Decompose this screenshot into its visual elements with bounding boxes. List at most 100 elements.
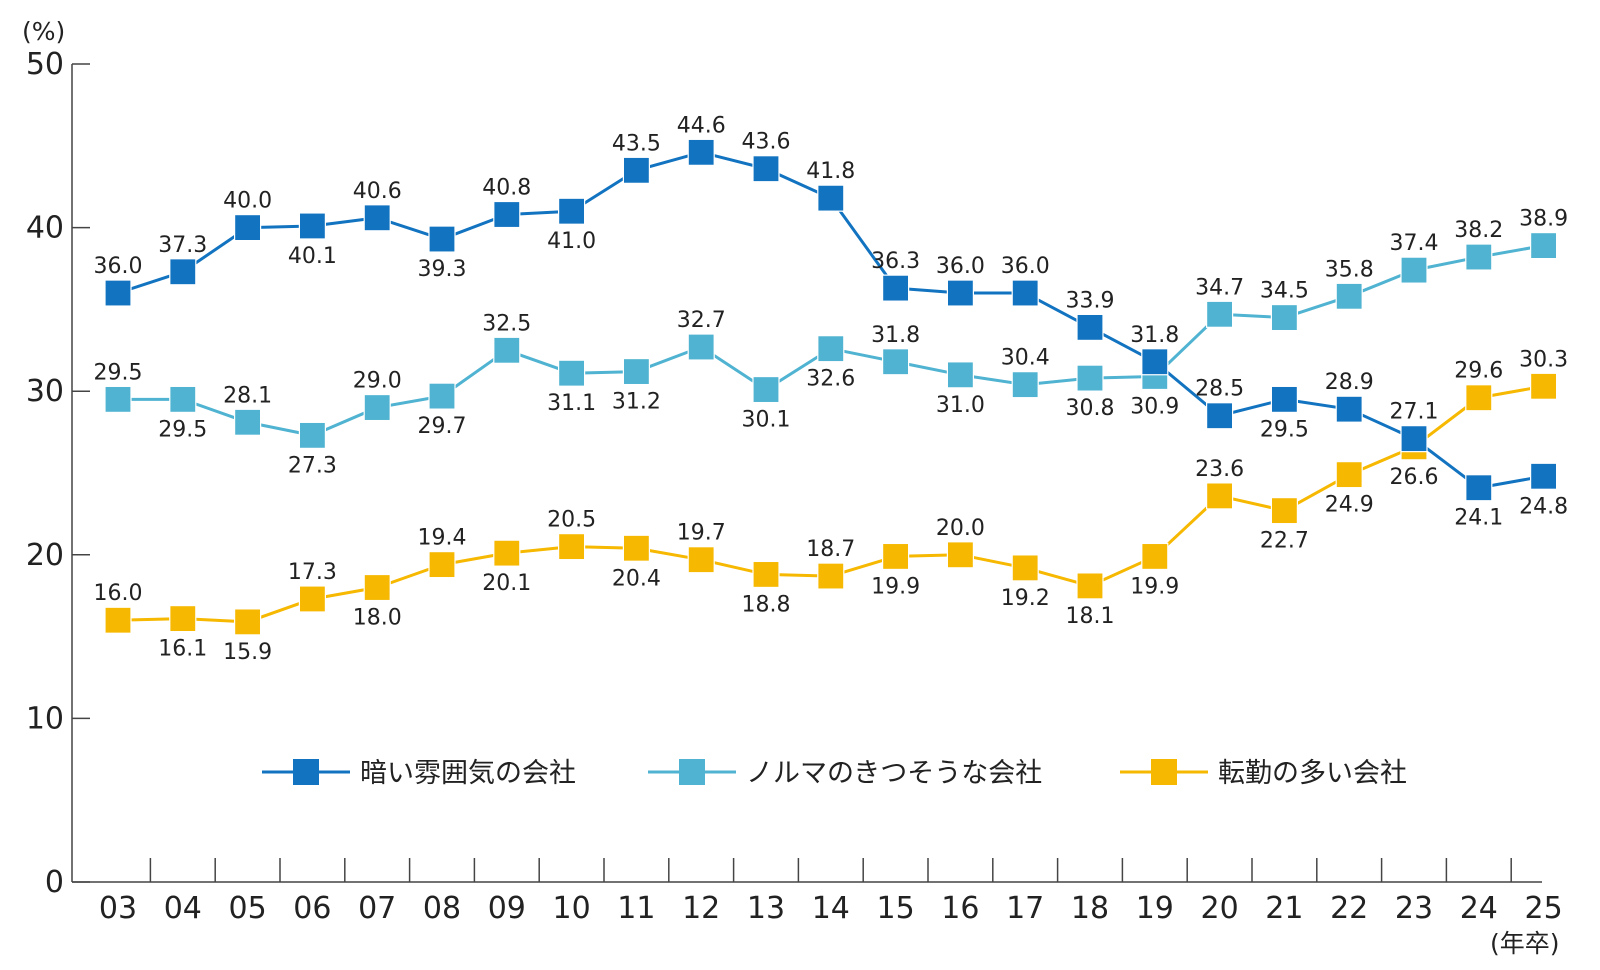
x-tick-label: 04: [164, 891, 202, 926]
data-point-marker: [169, 385, 197, 413]
x-tick-label: 10: [553, 891, 591, 926]
x-tick-label: 07: [358, 891, 396, 926]
data-point-marker: [1335, 282, 1363, 310]
data-label: 26.6: [1390, 465, 1439, 490]
data-point-marker: [1270, 303, 1299, 332]
data-point-marker: [1400, 425, 1428, 453]
x-tick-label: 09: [488, 891, 526, 926]
x-tick-label: 17: [1006, 891, 1044, 926]
legend-marker: [679, 759, 705, 785]
data-label: 31.2: [612, 390, 661, 415]
legend-marker: [293, 759, 319, 785]
data-label: 17.3: [288, 560, 337, 585]
data-label: 32.7: [677, 308, 726, 333]
x-tick-label: 08: [423, 891, 461, 926]
data-point-marker: [881, 348, 910, 376]
data-label: 19.9: [871, 574, 920, 599]
x-tick-label: 14: [812, 891, 850, 926]
data-point-marker: [1270, 497, 1299, 525]
data-label: 29.6: [1454, 359, 1503, 384]
y-tick-label: 30: [26, 374, 64, 409]
data-point-marker: [622, 156, 651, 184]
x-tick-label: 18: [1071, 891, 1109, 926]
data-label: 28.1: [223, 383, 272, 408]
data-point-marker: [687, 546, 715, 574]
x-tick-label: 19: [1136, 891, 1174, 926]
data-label: 41.8: [806, 159, 855, 184]
y-tick-label: 10: [26, 701, 64, 736]
data-label: 31.8: [871, 323, 920, 348]
data-point-marker: [1465, 243, 1493, 271]
data-label: 27.1: [1390, 400, 1439, 425]
data-label: 36.0: [94, 254, 143, 279]
data-label: 37.3: [158, 233, 207, 258]
x-tick-label: 11: [617, 891, 655, 926]
data-point-marker: [1011, 279, 1039, 307]
data-point-marker: [1205, 300, 1234, 328]
data-point-marker: [687, 333, 715, 361]
series-1: [104, 231, 1558, 449]
data-point-marker: [493, 539, 521, 567]
data-label: 24.9: [1325, 493, 1374, 518]
data-label: 16.0: [94, 581, 143, 606]
data-label: 30.1: [742, 408, 791, 433]
data-label: 28.5: [1195, 377, 1244, 402]
y-axis-unit-label: (%): [22, 17, 65, 46]
data-label: 32.5: [482, 311, 531, 336]
data-point-marker: [817, 335, 845, 363]
data-label: 43.6: [742, 130, 791, 155]
data-point-marker: [752, 560, 780, 589]
legend-marker: [1151, 759, 1177, 785]
data-point-marker: [298, 212, 326, 240]
legend-item: ノルマのきつそうな会社: [648, 758, 1042, 789]
data-point-marker: [817, 184, 845, 212]
data-point-marker: [363, 393, 391, 422]
data-label: 37.4: [1390, 231, 1439, 256]
data-label: 18.0: [353, 606, 402, 631]
x-tick-label: 06: [293, 891, 331, 926]
x-tick-label: 20: [1201, 891, 1239, 926]
data-label: 34.7: [1195, 275, 1244, 300]
data-label: 27.3: [288, 453, 337, 478]
data-point-marker: [622, 534, 651, 562]
data-label: 30.8: [1066, 396, 1115, 421]
data-point-marker: [104, 606, 132, 634]
series-0: [104, 138, 1558, 502]
data-point-marker: [946, 541, 975, 569]
data-label: 19.4: [418, 526, 467, 551]
x-tick-label: 25: [1525, 891, 1563, 926]
data-label: 43.5: [612, 131, 661, 156]
data-labels-layer: 36.0 37.3 40.0 40.1 40.6 39.3 40.8 41.0 43.5 44.6…: [94, 113, 1569, 665]
data-label: 24.8: [1519, 494, 1568, 519]
data-point-marker: [1076, 313, 1104, 341]
data-label: 40.8: [482, 176, 531, 201]
data-label: 36.0: [936, 254, 985, 279]
x-tick-label: 03: [99, 891, 137, 926]
data-label: 19.2: [1001, 586, 1050, 611]
data-label: 29.7: [418, 414, 467, 439]
data-label: 40.6: [353, 179, 402, 204]
data-point-marker: [363, 573, 391, 602]
data-point-marker: [622, 357, 651, 386]
legend-label: ノルマのきつそうな会社: [746, 758, 1042, 789]
data-point-marker: [752, 375, 780, 404]
data-label: 36.0: [1001, 254, 1050, 279]
data-label: 38.9: [1519, 207, 1568, 232]
legend-label: 暗い雰囲気の会社: [360, 758, 576, 789]
data-label: 39.3: [418, 257, 467, 282]
data-point-marker: [493, 336, 521, 364]
series-layer: [104, 138, 1558, 636]
data-point-marker: [881, 274, 910, 302]
data-point-marker: [298, 421, 326, 449]
data-label: 29.5: [94, 360, 143, 385]
data-label: 22.7: [1260, 529, 1309, 554]
data-point-marker: [687, 138, 715, 166]
data-point-marker: [428, 551, 456, 579]
x-tick-label: 21: [1265, 891, 1303, 926]
data-label: 40.0: [223, 189, 272, 214]
data-label: 33.9: [1066, 288, 1115, 313]
data-point-marker: [1141, 348, 1169, 376]
data-label: 40.1: [288, 244, 337, 269]
data-point-marker: [1465, 474, 1493, 502]
